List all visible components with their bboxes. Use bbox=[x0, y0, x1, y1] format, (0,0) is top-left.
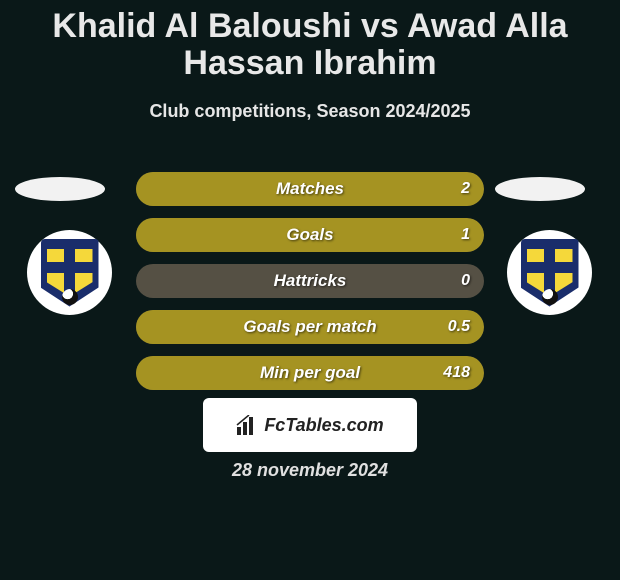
stats-container: Matches 2 Goals 1 Hattricks 0 Goals per match 0… bbox=[136, 172, 484, 402]
stat-label: Matches bbox=[276, 179, 344, 199]
stat-value-right: 1 bbox=[461, 226, 470, 244]
stat-value-right: 0 bbox=[461, 272, 470, 290]
bar-chart-icon bbox=[236, 415, 258, 435]
stat-label: Min per goal bbox=[260, 363, 360, 383]
stat-row: Goals per match 0.5 bbox=[136, 310, 484, 344]
date: 28 november 2024 bbox=[0, 460, 620, 481]
club-badge-right bbox=[507, 230, 592, 315]
stat-value-right: 0.5 bbox=[448, 318, 470, 336]
subtitle: Club competitions, Season 2024/2025 bbox=[0, 101, 620, 122]
content: Khalid Al Baloushi vs Awad Alla Hassan I… bbox=[0, 0, 620, 580]
stat-value-right: 2 bbox=[461, 180, 470, 198]
stat-label: Goals per match bbox=[243, 317, 376, 337]
stat-row: Goals 1 bbox=[136, 218, 484, 252]
stat-row: Matches 2 bbox=[136, 172, 484, 206]
stat-row: Min per goal 418 bbox=[136, 356, 484, 390]
shield-icon bbox=[521, 239, 579, 307]
stat-row: Hattricks 0 bbox=[136, 264, 484, 298]
fctables-logo: FcTables.com bbox=[203, 398, 417, 452]
club-badge-left bbox=[27, 230, 112, 315]
logo-text: FcTables.com bbox=[264, 415, 383, 436]
stat-label: Hattricks bbox=[274, 271, 347, 291]
stat-label: Goals bbox=[286, 225, 333, 245]
flag-left bbox=[15, 177, 105, 201]
flag-right bbox=[495, 177, 585, 201]
stat-value-right: 418 bbox=[443, 364, 470, 382]
shield-icon bbox=[41, 239, 99, 307]
page-title: Khalid Al Baloushi vs Awad Alla Hassan I… bbox=[0, 0, 620, 83]
